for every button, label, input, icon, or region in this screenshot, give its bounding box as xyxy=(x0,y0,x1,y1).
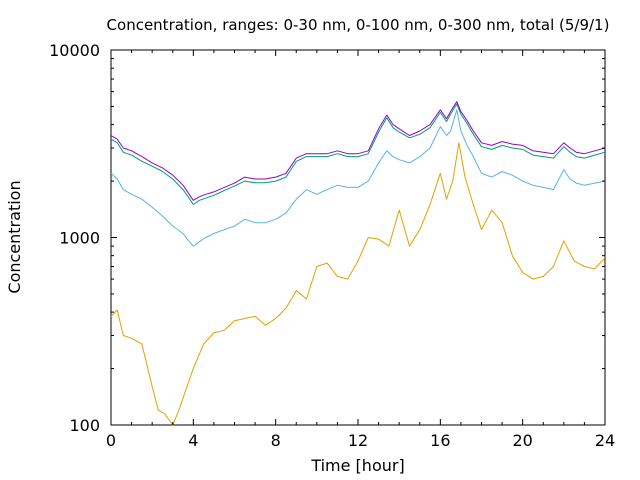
series-line-4 xyxy=(110,142,606,426)
x-tick-label: 12 xyxy=(348,431,368,450)
series-layer xyxy=(110,101,606,426)
x-tick-label: 4 xyxy=(188,431,198,450)
y-tick-label: 1000 xyxy=(59,229,100,248)
y-tick-label: 100 xyxy=(69,416,100,435)
x-axis-label: Time [hour] xyxy=(310,456,404,475)
series-line-2 xyxy=(110,103,606,205)
chart-title: Concentration, ranges: 0-30 nm, 0-100 nm… xyxy=(107,16,610,34)
x-tick-label: 0 xyxy=(106,431,116,450)
tick-layer: 0 4 8 12 16 20 24 100 1000 10000 xyxy=(49,41,615,450)
series-line-3 xyxy=(110,109,606,247)
series-line-1 xyxy=(110,101,606,201)
x-tick-label: 16 xyxy=(430,431,450,450)
y-tick-label: 10000 xyxy=(49,41,100,60)
y-axis-label: Concentration xyxy=(5,180,24,293)
x-tick-label: 8 xyxy=(271,431,281,450)
plot-area-frame xyxy=(110,49,606,426)
x-tick-label: 20 xyxy=(512,431,532,450)
x-tick-label: 24 xyxy=(595,431,615,450)
